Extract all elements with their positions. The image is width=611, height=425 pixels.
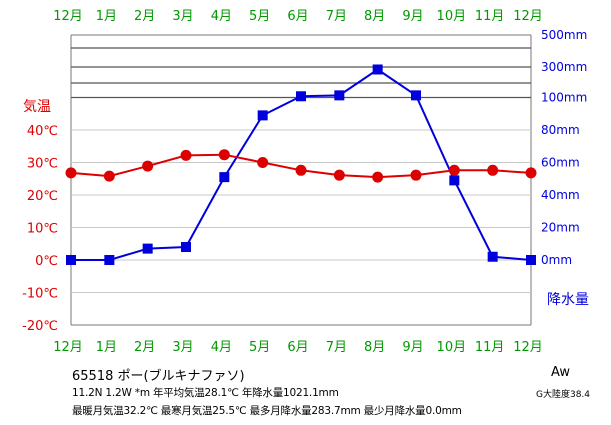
temperature-tick-label: 40℃: [27, 124, 58, 139]
station-extremes: 最暖月気温32.2℃ 最寒月気温25.5℃ 最多月降水量283.7mm 最少月降…: [72, 405, 462, 417]
precipitation-point: [449, 175, 460, 186]
precipitation-point: [334, 90, 345, 101]
precipitation-tick-label: 80mm: [541, 123, 580, 137]
temperature-point: [333, 169, 345, 181]
temperature-point: [295, 164, 307, 176]
month-label: 4月: [211, 9, 232, 24]
month-label: 10月: [437, 9, 467, 24]
temperature-axis-title: 気温: [23, 99, 51, 115]
station-name: 65518 ポー(ブルキナファソ): [72, 369, 245, 384]
month-label: 12月: [53, 340, 83, 355]
precipitation-tick-label: 100mm: [541, 91, 587, 105]
bottom-month-labels: 12月 1月 2月 3月 4月 5月 6月 7月 8月 9月 10月 11月 12月: [53, 340, 543, 355]
temperature-tick-label: 10℃: [27, 222, 58, 237]
top-month-labels: 12月 1月 2月 3月 4月 5月 6月 7月 8月 9月 10月 11月 12月: [53, 9, 543, 24]
precipitation-point: [411, 90, 421, 101]
temperature-tick-label: 20℃: [27, 189, 58, 204]
month-label: 2月: [134, 9, 155, 24]
month-label: 5月: [249, 9, 270, 24]
precipitation-tick-label: 0mm: [541, 253, 572, 267]
month-label: 6月: [287, 9, 308, 24]
temperature-point: [65, 167, 77, 179]
temperature-point: [218, 149, 230, 161]
temperature-point: [103, 170, 115, 182]
precipitation-point: [66, 255, 76, 265]
precipitation-point: [296, 91, 306, 102]
temperature-point: [525, 167, 537, 179]
precipitation-tick-label: 20mm: [541, 221, 580, 235]
precipitation-point: [181, 242, 191, 252]
month-label: 11月: [475, 340, 505, 355]
grid: [70, 34, 532, 326]
precipitation-tick-label: 60mm: [541, 156, 580, 170]
precipitation-tick-label: 500mm: [541, 28, 587, 42]
month-label: 9月: [402, 340, 423, 355]
month-label: 8月: [364, 9, 385, 24]
month-label: 7月: [326, 340, 347, 355]
precipitation-point: [104, 255, 115, 265]
month-label: 3月: [172, 9, 193, 24]
precipitation-point: [219, 172, 230, 183]
temperature-tick-label: 0℃: [35, 254, 58, 269]
temperature-point: [372, 171, 384, 183]
precipitation-axis: 500mm 300mm 100mm 80mm 60mm 40mm 20mm 0mm: [541, 28, 587, 267]
precipitation-point: [142, 243, 153, 254]
precipitation-tick-label: 40mm: [541, 188, 580, 202]
month-label: 3月: [172, 340, 193, 355]
month-label: 4月: [211, 340, 232, 355]
continentality-index: G大陸度38.4: [536, 390, 591, 400]
month-label: 5月: [249, 340, 270, 355]
climate-classification: Aw: [551, 365, 570, 380]
precipitation-point: [526, 255, 536, 265]
month-label: 1月: [96, 9, 117, 24]
month-label: 8月: [364, 340, 385, 355]
station-summary: 11.2N 1.2W *m 年平均気温28.1℃ 年降水量1021.1mm: [72, 387, 339, 399]
month-label: 12月: [513, 9, 543, 24]
month-label: 7月: [326, 9, 347, 24]
temperature-point: [142, 160, 154, 172]
temperature-tick-label: -20℃: [22, 319, 58, 334]
temperature-axis: 40℃ 30℃ 20℃ 10℃ 0℃ -10℃ -20℃: [22, 124, 58, 334]
precipitation-series: [66, 64, 536, 265]
temperature-point: [410, 169, 422, 181]
temperature-point: [448, 164, 460, 176]
temperature-point: [180, 149, 192, 161]
month-label: 2月: [134, 340, 155, 355]
precipitation-point: [487, 251, 498, 262]
month-label: 1月: [96, 340, 117, 355]
month-label: 6月: [287, 340, 308, 355]
temperature-point: [257, 157, 269, 168]
precipitation-point: [257, 110, 268, 121]
month-label: 11月: [475, 9, 505, 24]
temperature-series: [65, 149, 537, 183]
month-label: 12月: [513, 340, 543, 355]
precipitation-point: [372, 64, 383, 75]
precipitation-axis-title: 降水量: [547, 292, 589, 308]
temperature-point: [487, 164, 499, 176]
temperature-tick-label: 30℃: [27, 157, 58, 172]
month-label: 9月: [402, 9, 423, 24]
month-label: 12月: [53, 9, 83, 24]
month-label: 10月: [437, 340, 467, 355]
temperature-tick-label: -10℃: [22, 287, 58, 302]
precipitation-tick-label: 300mm: [541, 60, 587, 74]
